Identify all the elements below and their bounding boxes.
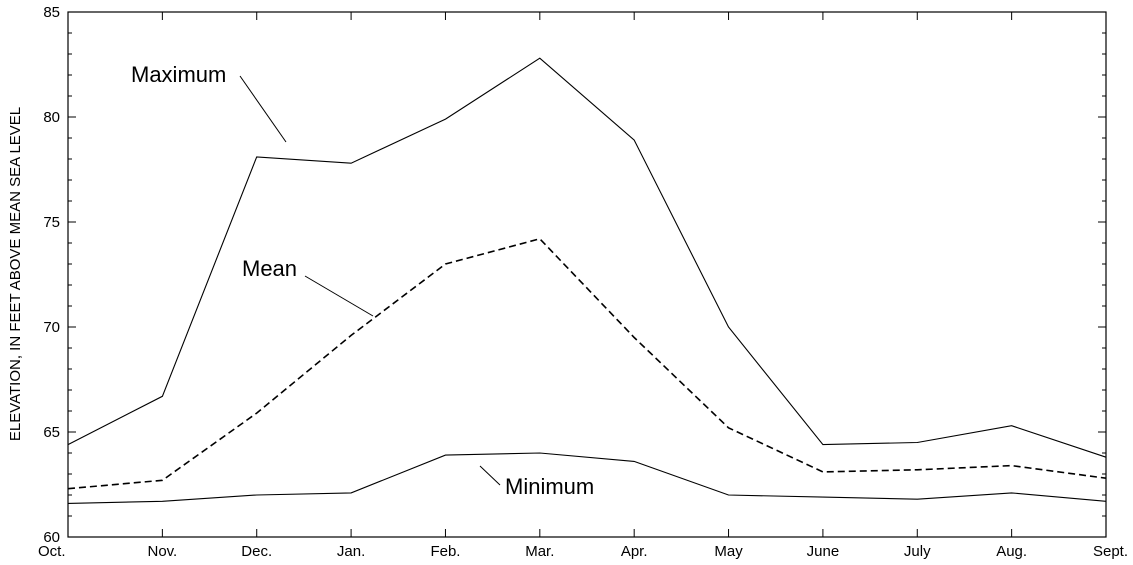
y-tick-label: 85 xyxy=(43,4,60,21)
x-tick-label: June xyxy=(807,543,840,560)
annotation-leader xyxy=(304,275,374,317)
series-lines xyxy=(67,57,1107,504)
series-line-maximum xyxy=(67,57,1107,458)
annotation-leader xyxy=(479,465,501,486)
y-axis-label: ELEVATION, IN FEET ABOVE MEAN SEA LEVEL xyxy=(7,107,24,441)
y-tick-label: 75 xyxy=(43,214,60,231)
annotations: Maximum Mean Minimum xyxy=(131,62,594,499)
annotation-mean: Mean xyxy=(242,256,297,281)
x-tick-label: July xyxy=(904,543,931,560)
x-tick-label: Oct. xyxy=(38,543,66,560)
annotation-leader xyxy=(239,75,287,143)
x-tick-label: Sept. xyxy=(1093,543,1128,560)
x-tick-label: Nov. xyxy=(147,543,177,560)
y-tick-label: 60 xyxy=(43,529,60,546)
x-tick-label: Jan. xyxy=(337,543,365,560)
y-tick-label: 65 xyxy=(43,424,60,441)
x-tick-label: Dec. xyxy=(241,543,272,560)
annotation-minimum: Minimum xyxy=(505,474,594,499)
plot-frame xyxy=(67,11,1107,538)
series-line-minimum xyxy=(67,452,1107,504)
tick-labels: 60 65 70 75 80 85 Oct. Nov. Dec. Jan. Feb. Mar. Apr.… xyxy=(38,4,1128,560)
x-tick-label: Apr. xyxy=(621,543,648,560)
x-tick-label: May xyxy=(714,543,743,560)
annotation-maximum: Maximum xyxy=(131,62,226,87)
axis-ticks xyxy=(67,11,1107,538)
y-tick-label: 80 xyxy=(43,109,60,126)
x-tick-label: Feb. xyxy=(430,543,460,560)
y-tick-label: 70 xyxy=(43,319,60,336)
series-line-mean xyxy=(67,237,1107,490)
x-tick-label: Mar. xyxy=(525,543,554,560)
x-tick-label: Aug. xyxy=(996,543,1027,560)
